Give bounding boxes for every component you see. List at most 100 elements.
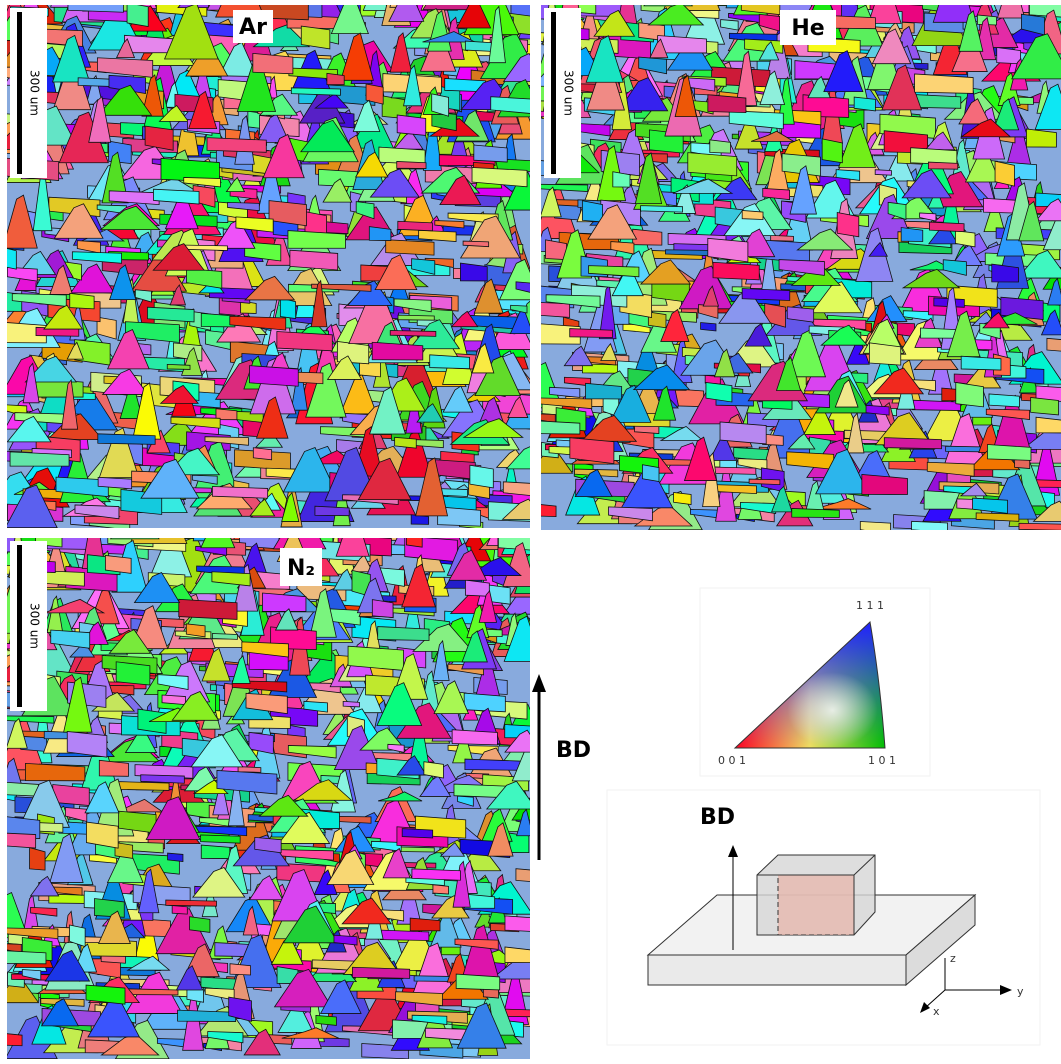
grain [396, 755, 427, 776]
grain [541, 183, 589, 192]
panel-label: Ar [239, 15, 267, 40]
grain [464, 40, 495, 52]
grain [235, 216, 274, 233]
grain [30, 906, 58, 917]
grain [252, 52, 294, 75]
grain [741, 209, 764, 220]
grain [838, 123, 877, 168]
grain [541, 420, 581, 435]
grain [657, 35, 707, 54]
grain [687, 152, 738, 177]
grain [252, 447, 273, 461]
grain [354, 151, 389, 178]
grain [29, 847, 46, 871]
grain [423, 761, 444, 779]
grain [7, 832, 37, 849]
grain [836, 212, 860, 238]
grain [457, 795, 474, 807]
grain [282, 905, 339, 944]
grain [101, 151, 129, 204]
grain [1026, 128, 1057, 148]
grain [396, 161, 427, 169]
grain [58, 111, 109, 164]
grain [96, 316, 117, 340]
grain [813, 498, 872, 510]
grain [335, 538, 370, 557]
ebsd-map [541, 5, 1061, 530]
grain [381, 95, 407, 120]
grain [914, 73, 974, 94]
grain [141, 74, 164, 117]
grain [737, 458, 768, 472]
grain [204, 436, 249, 446]
grain [273, 968, 333, 1008]
grain [642, 464, 660, 483]
grain [201, 647, 231, 682]
grain [608, 506, 653, 522]
grain [7, 266, 38, 282]
grain [504, 915, 530, 932]
grain [188, 90, 218, 130]
grain [237, 766, 262, 773]
grain [97, 476, 133, 490]
axis-label: x [933, 1005, 940, 1018]
grain [455, 5, 492, 29]
grain [502, 52, 530, 82]
grain [303, 700, 328, 713]
grain [169, 284, 187, 306]
grain [357, 457, 412, 501]
arrow-head [532, 674, 546, 692]
grain [7, 194, 38, 249]
grain [618, 77, 669, 112]
scale-text: 300 um [28, 603, 42, 649]
grain [865, 193, 913, 239]
grain [29, 875, 60, 897]
grain [415, 457, 448, 517]
grain [49, 833, 84, 883]
grain [396, 114, 427, 136]
grain [98, 759, 129, 777]
grain [341, 897, 393, 925]
grain [820, 324, 869, 346]
grain [411, 1014, 448, 1025]
plate-side [905, 893, 976, 987]
grain [460, 262, 488, 282]
grain [411, 258, 436, 275]
grain [422, 5, 472, 11]
grain [786, 451, 835, 470]
grain [707, 94, 747, 114]
grain [702, 285, 720, 307]
grain [502, 481, 530, 496]
grain [431, 895, 470, 919]
grain [991, 263, 1019, 283]
grain [507, 396, 529, 418]
grain [368, 226, 392, 241]
grain [7, 927, 59, 940]
grain [705, 381, 733, 403]
grain [397, 314, 435, 321]
grain [563, 376, 592, 387]
grain [97, 910, 131, 944]
grain [9, 451, 70, 467]
grain [405, 538, 423, 548]
grain [1021, 13, 1045, 36]
grain [713, 348, 736, 378]
grain [374, 254, 418, 291]
grain [439, 174, 482, 206]
panel-label: He [791, 16, 824, 41]
grain [63, 676, 93, 733]
grain [7, 1033, 23, 1047]
grain [416, 403, 444, 423]
grain [431, 111, 457, 132]
grain [192, 866, 246, 898]
grain [758, 41, 780, 61]
grain [478, 590, 498, 623]
scale-bar [551, 12, 556, 174]
grain [206, 137, 267, 153]
grain [612, 171, 631, 188]
grain [456, 1002, 507, 1049]
grain [118, 810, 157, 834]
grain [369, 386, 406, 435]
grain [1034, 83, 1061, 130]
grain [241, 641, 289, 658]
